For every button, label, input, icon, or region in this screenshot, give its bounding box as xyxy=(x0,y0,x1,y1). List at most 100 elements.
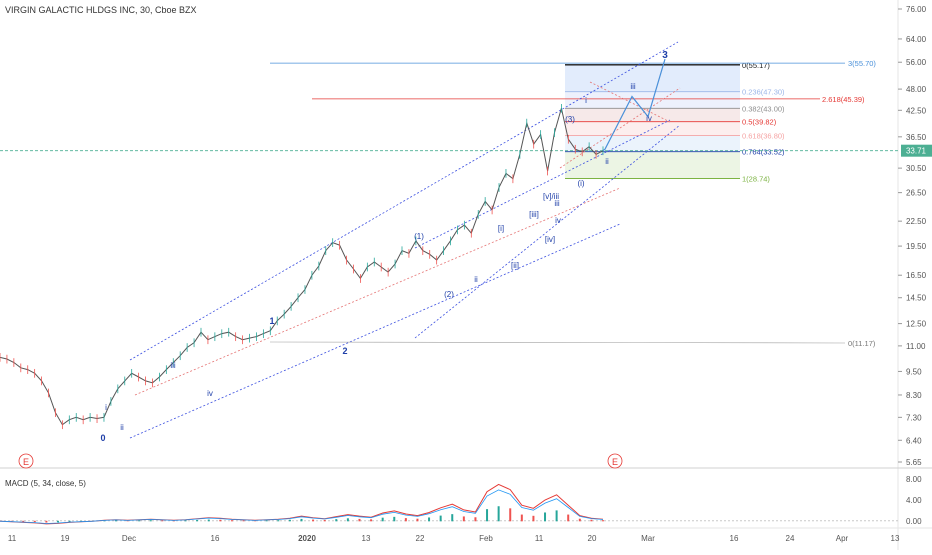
macd-histogram-bar xyxy=(323,519,326,522)
price-tick-label: 7.30 xyxy=(906,413,922,422)
fib-zone xyxy=(565,108,740,122)
macd-histogram-bar xyxy=(149,520,152,522)
main-pane[interactable] xyxy=(0,0,898,468)
price-tick-label: 16.50 xyxy=(906,271,927,280)
channel-lines[interactable] xyxy=(129,41,846,439)
time-tick-label: 11 xyxy=(8,534,17,543)
macd-histogram-bar xyxy=(486,509,489,522)
time-tick-label: Mar xyxy=(641,534,655,543)
macd-histogram-bar xyxy=(56,520,59,523)
earnings-label: E xyxy=(23,457,29,467)
macd-histogram-bar xyxy=(219,519,222,522)
earnings-icon[interactable] xyxy=(607,453,623,469)
price-tick-label: 9.50 xyxy=(906,367,922,376)
price-tick-label: 8.30 xyxy=(906,391,922,400)
price-tick-label: 30.50 xyxy=(906,164,927,173)
price-series[interactable] xyxy=(0,103,604,430)
fib-zone xyxy=(565,64,740,92)
time-tick-label: 13 xyxy=(362,534,371,543)
wave-label: 1 xyxy=(269,316,274,326)
wave-label: i xyxy=(105,403,107,412)
macd-histogram-bar xyxy=(358,518,361,522)
macd-line[interactable] xyxy=(0,483,604,525)
macd-histogram-bar xyxy=(103,520,106,522)
price-tick-label: 42.50 xyxy=(906,106,927,115)
macd-signal-line[interactable] xyxy=(0,489,604,524)
macd-histogram-bar xyxy=(161,520,164,522)
price-tick-label: 19.50 xyxy=(906,242,927,251)
macd-histogram-bar xyxy=(370,519,373,522)
fib-level-label: 0(55.17) xyxy=(742,61,770,70)
macd-histogram-bar xyxy=(10,520,13,522)
support-line[interactable] xyxy=(269,341,846,344)
macd-histogram-bar xyxy=(312,519,315,522)
macd-histogram-bar xyxy=(207,519,210,522)
time-axis[interactable]: 11 19 Dec 16 2020 13 22 Feb 11 20 Mar 16 24 Apr 13 xyxy=(8,534,900,543)
macd-histogram-bar xyxy=(184,520,187,522)
fib-level-label: 1(28.74) xyxy=(742,174,770,183)
earnings-icon[interactable] xyxy=(18,453,34,469)
macd-histogram-bar xyxy=(404,518,407,522)
price-tick-label: 11.00 xyxy=(906,342,926,351)
macd-histogram-bar xyxy=(578,518,581,522)
price-tick-label: 6.40 xyxy=(906,436,922,445)
fib-level-label: 0.5(39.82) xyxy=(742,118,777,127)
macd-axis: 8.00 4.00 0.00 xyxy=(906,475,922,526)
channel-upper[interactable] xyxy=(129,41,679,361)
price-tick-label: 12.50 xyxy=(906,320,927,329)
channel-inner-median[interactable] xyxy=(559,87,681,169)
macd-histogram-bar xyxy=(509,508,512,522)
earnings-label: E xyxy=(612,457,618,467)
wave-label: i xyxy=(585,96,587,105)
wave-label: (1) xyxy=(414,232,424,241)
macd-histogram-bar xyxy=(80,520,83,522)
channel-inner-lower[interactable] xyxy=(414,124,681,339)
macd-histogram-bar xyxy=(462,516,465,522)
macd-histogram-bar xyxy=(497,506,500,522)
macd-histogram-bar xyxy=(138,520,141,522)
wave-label: 0 xyxy=(100,433,105,443)
fib-zone xyxy=(565,151,740,179)
macd-histogram-bar xyxy=(265,520,268,522)
earnings-markers[interactable]: E E xyxy=(18,453,623,469)
macd-histogram-bar xyxy=(567,514,570,522)
macd-histogram-bar xyxy=(451,514,454,522)
wave-label: 3 xyxy=(662,50,668,61)
macd-histogram-bar xyxy=(242,520,245,522)
price-tick-label: 76.00 xyxy=(906,5,927,14)
wave-label: iii xyxy=(630,82,636,91)
wave-label: [iii] xyxy=(529,210,539,219)
wave-labels: 0123(1)(2)(3)(i)iiiiiiiviiiiiiiiiviiiiv[… xyxy=(100,50,668,443)
macd-label: MACD (5, 34, close, 5) xyxy=(5,479,86,488)
macd-histogram-bar xyxy=(277,520,280,522)
projection-diagonal[interactable] xyxy=(589,81,671,123)
macd-tick-label: 0.00 xyxy=(906,517,922,526)
wave-label: iii xyxy=(554,199,560,208)
price-tick-label: 36.50 xyxy=(906,133,927,142)
price-tick-label: 5.65 xyxy=(906,458,922,467)
wave-label: [iv] xyxy=(545,235,555,244)
macd-histogram-bar xyxy=(428,517,431,522)
macd-histogram-bar xyxy=(532,515,535,522)
price-line[interactable] xyxy=(0,108,604,426)
time-tick-label: 19 xyxy=(61,534,70,543)
last-price-value: 33.71 xyxy=(906,147,927,156)
wave-projection-path[interactable] xyxy=(602,58,666,152)
macd-histogram-bar xyxy=(590,519,593,522)
macd-histogram-bar xyxy=(335,519,338,522)
fib-level-label: 0.382(43.00) xyxy=(742,104,785,113)
channel-lower[interactable] xyxy=(129,223,621,439)
channel-inner-upper[interactable] xyxy=(414,119,671,249)
macd-pane[interactable] xyxy=(0,483,898,525)
macd-histogram-bar xyxy=(300,518,303,522)
wave-label: iv xyxy=(555,216,561,225)
macd-histogram-bar xyxy=(230,520,233,522)
time-tick-label: 22 xyxy=(416,534,425,543)
time-tick-label: Dec xyxy=(122,534,136,543)
fibonacci-retracement[interactable]: 0(55.17) 0.236(47.30) 0.382(43.00) 0.5(39.8… xyxy=(270,59,876,348)
wave-label: iv xyxy=(207,389,213,398)
price-axis[interactable]: 76.00 64.00 56.00 48.00 42.50 36.50 30.50 26.50… xyxy=(898,5,927,467)
macd-histogram-bar xyxy=(346,518,349,522)
